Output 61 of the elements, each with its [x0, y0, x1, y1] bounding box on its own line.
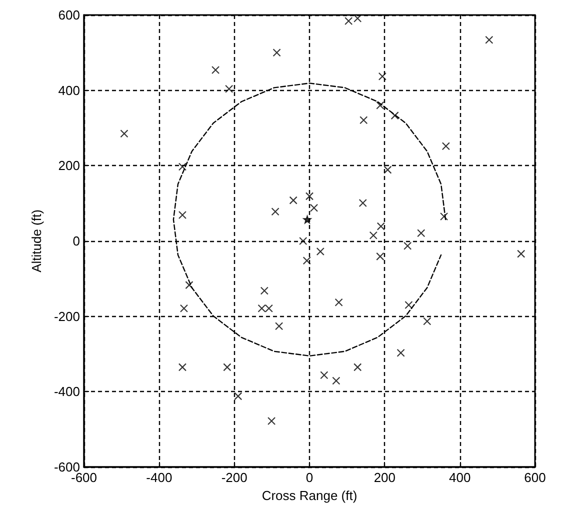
- x-tick-label: -400: [146, 470, 172, 485]
- point: [302, 256, 311, 265]
- point: [404, 300, 413, 310]
- point: [310, 204, 318, 212]
- point: [332, 376, 340, 385]
- x-tick-label: 600: [524, 470, 546, 485]
- point: [272, 48, 281, 57]
- point: [334, 298, 343, 306]
- point: [376, 252, 384, 260]
- point: [354, 363, 362, 372]
- y-tick-label: -400: [54, 384, 80, 400]
- point: [211, 66, 220, 74]
- x-tick-label: -200: [221, 470, 248, 485]
- y-tick-label: 600: [58, 8, 80, 22]
- point: [390, 112, 399, 120]
- point: [271, 208, 280, 216]
- x-axis-title: Cross Range (ft): [262, 488, 358, 503]
- point: [376, 222, 385, 230]
- y-tick-label: -200: [54, 308, 80, 324]
- x-tick-label: 0: [306, 470, 314, 485]
- point: [344, 16, 353, 26]
- point: [303, 215, 312, 224]
- point: [417, 229, 426, 238]
- point: [234, 392, 242, 400]
- point: [289, 196, 298, 204]
- point: [178, 210, 187, 220]
- point: [185, 281, 194, 290]
- point: [260, 286, 268, 295]
- point: [423, 317, 432, 326]
- y-tick-label: 200: [58, 158, 80, 174]
- point: [299, 236, 308, 246]
- point: [275, 322, 284, 330]
- y-tick-label: 0: [72, 234, 80, 248]
- point: [360, 116, 368, 124]
- x-tick-label: 200: [374, 470, 396, 485]
- point: [440, 212, 448, 221]
- point: [305, 192, 314, 200]
- point: [442, 142, 450, 150]
- point: [316, 247, 324, 256]
- point: [369, 231, 378, 240]
- point: [358, 198, 367, 208]
- point: [485, 36, 494, 44]
- point: [384, 166, 392, 174]
- point: [120, 130, 128, 138]
- x-tick-label: 400: [448, 470, 471, 485]
- point: [378, 72, 386, 80]
- point: [264, 304, 273, 312]
- point: [320, 371, 328, 380]
- point: [178, 363, 187, 372]
- point: [404, 242, 412, 250]
- y-tick-label: 400: [58, 82, 80, 98]
- point: [376, 101, 384, 110]
- point: [180, 304, 188, 312]
- point: [396, 348, 405, 357]
- point: [258, 304, 266, 312]
- point: [178, 162, 187, 171]
- point: [517, 250, 526, 258]
- y-axis-title: Altitude (ft): [29, 210, 44, 272]
- point: [267, 416, 276, 426]
- point: [223, 363, 232, 372]
- point: [225, 84, 234, 93]
